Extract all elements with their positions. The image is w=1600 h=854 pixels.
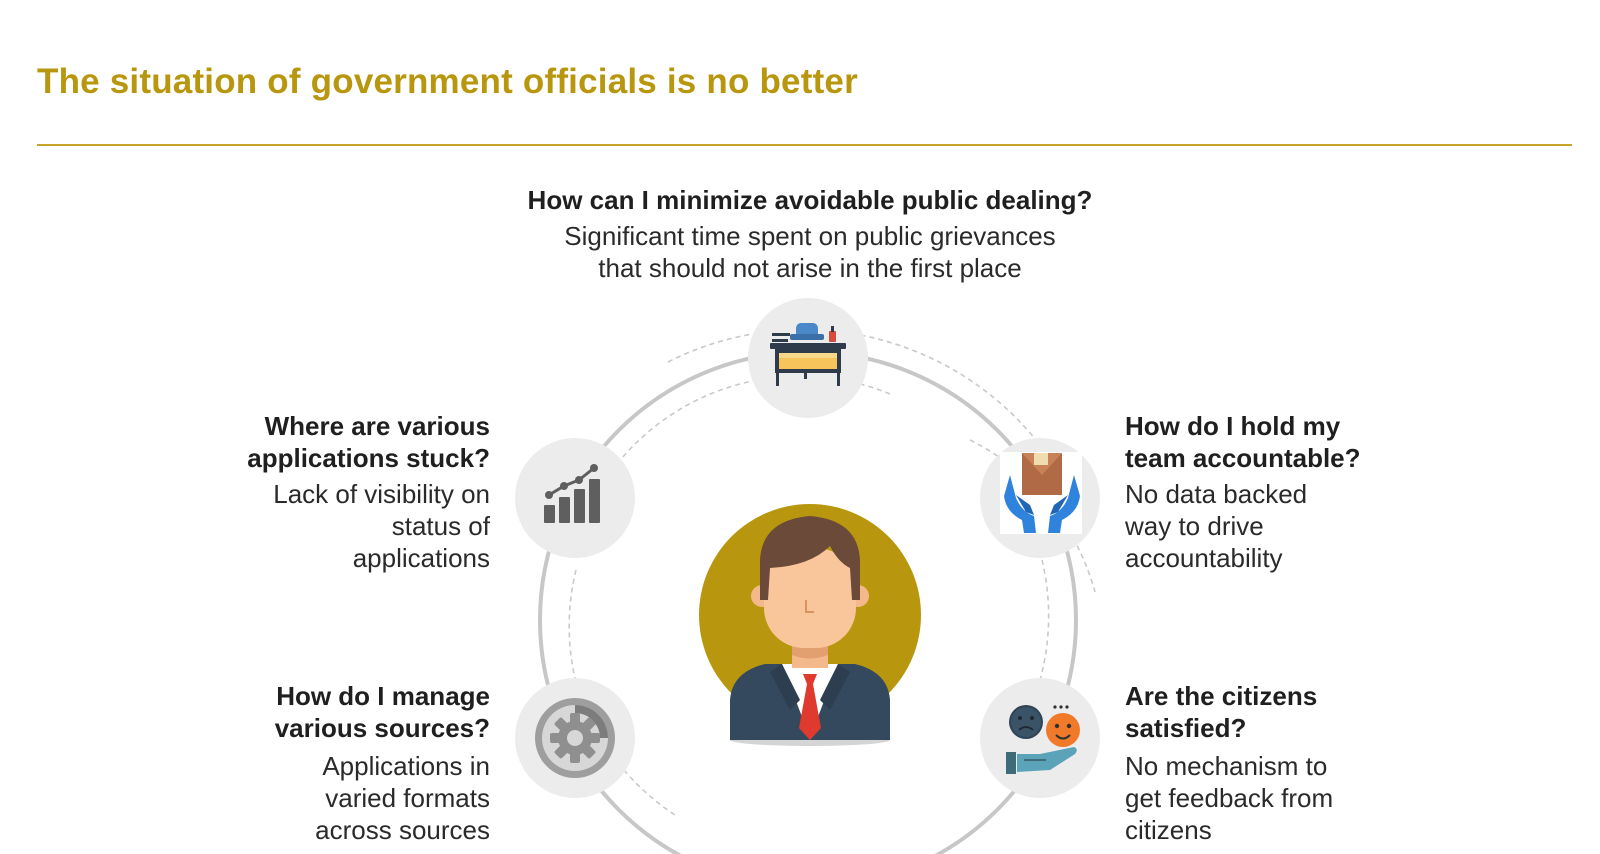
description-line: that should not arise in the first place xyxy=(598,253,1022,283)
description-line: varied formats xyxy=(325,783,490,813)
item-description: Applications in varied formats across so… xyxy=(190,750,490,846)
item-description: No mechanism to get feedback from citize… xyxy=(1125,750,1425,846)
description-line: Significant time spent on public grievan… xyxy=(564,221,1056,251)
item-question: How can I minimize avoidable public deal… xyxy=(527,185,1093,215)
description-line: Applications in xyxy=(322,751,490,781)
question-line: How do I hold my xyxy=(1125,411,1341,441)
item-team-accountable: How do I hold my team accountable? No da… xyxy=(1125,410,1425,574)
item-description: No data backed way to drive accountabili… xyxy=(1125,478,1425,574)
description-line: status of xyxy=(391,511,490,541)
description-line: citizens xyxy=(1125,815,1212,845)
item-description: Lack of visibility on status of applicat… xyxy=(250,478,490,574)
bar-chart-icon xyxy=(515,438,635,558)
question-line: various sources? xyxy=(274,713,490,743)
hands-box-icon xyxy=(980,438,1100,558)
description-line: No mechanism to xyxy=(1125,751,1328,781)
item-description: Significant time spent on public grievan… xyxy=(480,220,1140,284)
description-line: accountability xyxy=(1125,543,1283,573)
description-line: No data backed xyxy=(1125,479,1308,509)
question-line: How do I manage xyxy=(276,681,490,711)
gear-icon xyxy=(515,678,635,798)
description-line: get feedback from xyxy=(1125,783,1334,813)
item-question: Are the citizens satisfied? xyxy=(1125,680,1425,744)
item-various-sources: How do I manage various sources? Applica… xyxy=(190,680,490,846)
item-citizens-satisfied: Are the citizens satisfied? No mechanism… xyxy=(1125,680,1425,846)
question-line: satisfied? xyxy=(1125,713,1247,743)
title-divider xyxy=(37,144,1572,146)
description-line: Lack of visibility on xyxy=(273,479,490,509)
question-line: Are the citizens xyxy=(1125,681,1318,711)
item-question: How do I manage various sources? xyxy=(190,680,490,744)
description-line: way to drive xyxy=(1125,511,1264,541)
description-line: across sources xyxy=(315,815,490,845)
question-line: team accountable? xyxy=(1125,443,1361,473)
question-line: applications stuck? xyxy=(247,443,490,473)
description-line: applications xyxy=(352,543,490,573)
item-question: Where are various applications stuck? xyxy=(190,410,490,474)
item-applications-stuck: Where are various applications stuck? La… xyxy=(190,410,490,574)
feedback-faces-icon xyxy=(980,678,1100,798)
official-avatar-icon xyxy=(699,504,921,746)
question-line: Where are various xyxy=(264,411,490,441)
item-public-dealing: How can I minimize avoidable public deal… xyxy=(480,184,1140,284)
desk-icon xyxy=(748,298,868,418)
page-title: The situation of government officials is… xyxy=(37,62,858,101)
item-question: How do I hold my team accountable? xyxy=(1125,410,1425,474)
